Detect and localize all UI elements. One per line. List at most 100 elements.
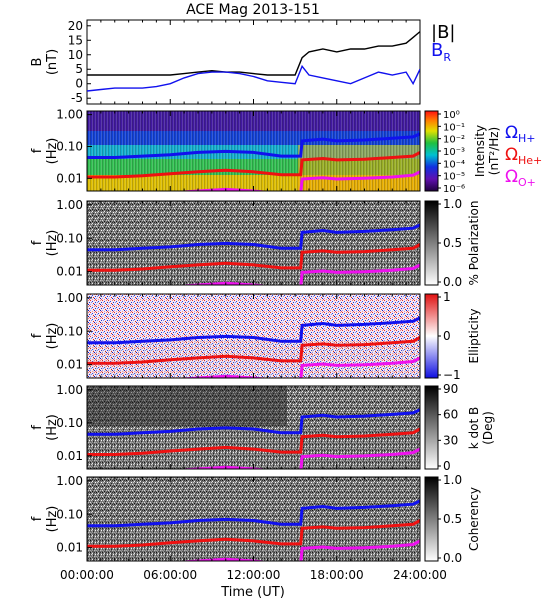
series-line-b-r bbox=[87, 64, 420, 92]
figure-title: ACE Mag 2013-151 bbox=[186, 2, 320, 18]
ellipticity-ylabel-f: f bbox=[30, 333, 45, 338]
polarization-ytick-label: 1.00 bbox=[56, 198, 83, 212]
coherency-colorbar bbox=[424, 476, 439, 562]
legend-omega-h: ΩH+ bbox=[505, 123, 536, 145]
ellipticity-gyro-line-O bbox=[176, 356, 420, 378]
coherency-ytick-label: 0.01 bbox=[56, 541, 83, 555]
legend-b-r: BR bbox=[431, 40, 451, 64]
coherency-panel: 1.00 0.10 0.01 f (Hz) 1.0 0.5 0.0 Coherency bbox=[30, 473, 481, 565]
coherency-gyro-line-He bbox=[87, 519, 420, 548]
legend-omega-h-sub: H+ bbox=[518, 132, 536, 145]
intensity-ytick-label: 1.00 bbox=[56, 108, 83, 122]
polarization-gyro-line-H bbox=[87, 223, 420, 252]
coherency-gyro-line-O bbox=[176, 539, 420, 561]
kdotb-colorbar-tick-label: 0 bbox=[443, 459, 451, 473]
polarization-colorbar bbox=[424, 200, 439, 286]
legend-omega-he: ΩHe+ bbox=[505, 145, 542, 167]
ellipticity-colorbar-tick-label: −1 bbox=[443, 368, 461, 382]
x-tick-label: 06:00:00 bbox=[143, 568, 197, 582]
b-field-ytick-label: 15 bbox=[68, 33, 83, 47]
ellipticity-colorbar bbox=[424, 293, 439, 379]
polarization-ylabel-unit: (Hz) bbox=[45, 230, 60, 257]
intensity-ytick-label: 0.01 bbox=[56, 171, 83, 185]
b-field-ylabel-unit: (nT) bbox=[45, 49, 60, 75]
ellipticity-ytick-label: 0.01 bbox=[56, 358, 83, 372]
coherency-colorbar-tick-label: 0.5 bbox=[443, 512, 462, 526]
legend-omega-o-sub: O+ bbox=[518, 176, 536, 189]
x-tick-label: 00:00:00 bbox=[60, 568, 114, 582]
ellipticity-panel: 1.00 0.10 0.01 f (Hz) 1 0 −1 Ellipticity bbox=[30, 290, 481, 382]
coherency-ylabel-f: f bbox=[30, 516, 45, 521]
kdotb-dark-region bbox=[87, 386, 287, 426]
polarization-ylabel-f: f bbox=[30, 240, 45, 245]
x-tick-label: 18:00:00 bbox=[310, 568, 364, 582]
intensity-gyro-line-He bbox=[87, 151, 420, 179]
kdotb-colorbar-label: k dot B bbox=[467, 407, 481, 449]
intensity-ylabel-f: f bbox=[30, 148, 45, 153]
intensity-colorbar-tick-label: 10⁻² bbox=[443, 135, 465, 146]
ellipticity-colorbar-tick-label: 0 bbox=[443, 329, 451, 343]
intensity-colorbar-tick-label: 10⁻⁵ bbox=[443, 172, 465, 183]
x-axis-label: Time (UT) bbox=[220, 585, 285, 600]
series-line-abs-b bbox=[87, 31, 420, 76]
ellipticity-colorbar-label: Ellipticity bbox=[467, 309, 481, 364]
kdotb-ytick-label: 0.10 bbox=[56, 416, 83, 430]
kdotb-colorbar-tick-label: 30 bbox=[443, 433, 458, 447]
intensity-ylabel-unit: (Hz) bbox=[45, 138, 60, 165]
b-field-ytick-label: 10 bbox=[68, 48, 83, 62]
x-tick-label: 24:00:00 bbox=[393, 568, 447, 582]
b-field-ylabel-b: B bbox=[30, 58, 45, 67]
intensity-gyro-line-H bbox=[87, 132, 420, 159]
kdotb-ytick-label: 1.00 bbox=[56, 383, 83, 397]
intensity-colorbar-tick-label: 10⁻¹ bbox=[443, 122, 465, 133]
intensity-colorbar bbox=[424, 110, 439, 192]
ellipticity-gyro-line-He bbox=[87, 336, 420, 365]
intensity-colorbar-tick-label: 10⁰ bbox=[443, 110, 460, 121]
polarization-colorbar-tick-label: 0.0 bbox=[443, 275, 462, 289]
polarization-gyro-line-He bbox=[87, 243, 420, 272]
b-field-ytick-label: -5 bbox=[71, 91, 83, 105]
coherency-ytick-label: 1.00 bbox=[56, 474, 83, 488]
intensity-colorbar-tick-label: 10⁻⁶ bbox=[443, 184, 465, 195]
ellipticity-colorbar-tick-label: 1 bbox=[443, 290, 451, 304]
coherency-colorbar-tick-label: 1.0 bbox=[443, 473, 462, 487]
x-tick-label: 12:00:00 bbox=[227, 568, 281, 582]
polarization-panel: 1.00 0.10 0.01 f (Hz) 1.0 0.5 0.0 % Polarizati… bbox=[30, 197, 481, 289]
legend-omega-h-main: Ω bbox=[505, 123, 518, 143]
legend-b-r-sub: R bbox=[443, 51, 451, 64]
kdotb-ylabel-f: f bbox=[30, 425, 45, 430]
coherency-colorbar-tick-label: 0.0 bbox=[443, 551, 462, 565]
ellipticity-ylabel-unit: (Hz) bbox=[45, 323, 60, 350]
kdotb-ytick-label: 0.01 bbox=[56, 449, 83, 463]
kdotb-ylabel-unit: (Hz) bbox=[45, 414, 60, 441]
kdotb-panel: 1.00 0.10 0.01 f (Hz) 90 60 30 0 k dot B (Deg) bbox=[30, 382, 495, 473]
legend-omega-he-sub: He+ bbox=[518, 154, 542, 167]
intensity-colorbar-label: Intensity bbox=[473, 125, 487, 177]
kdotb-colorbar-tick-label: 90 bbox=[443, 382, 458, 396]
legend-omega-o-main: Ω bbox=[505, 167, 518, 187]
coherency-ylabel-unit: (Hz) bbox=[45, 506, 60, 533]
ellipticity-gyro-line-H bbox=[87, 316, 420, 345]
legend-omega-he-main: Ω bbox=[505, 145, 518, 165]
polarization-colorbar-tick-label: 0.5 bbox=[443, 236, 462, 250]
polarization-ytick-label: 0.01 bbox=[56, 265, 83, 279]
kdotb-gyro-line-H bbox=[87, 408, 420, 436]
coherency-ytick-label: 0.10 bbox=[56, 507, 83, 521]
legend-abs-b: |B| bbox=[431, 22, 455, 43]
kdotb-colorbar-unit: (Deg) bbox=[481, 411, 495, 445]
intensity-colorbar-unit: (nT²/Hz) bbox=[487, 127, 501, 175]
intensity-colorbar-tick-label: 10⁻⁴ bbox=[443, 159, 465, 170]
intensity-gyro-line-O bbox=[174, 170, 420, 191]
kdotb-colorbar-tick-label: 60 bbox=[443, 408, 458, 422]
polarization-colorbar-label: % Polarization bbox=[467, 201, 481, 286]
polarization-ytick-label: 0.10 bbox=[56, 231, 83, 245]
coherency-colorbar-label: Coherency bbox=[467, 487, 481, 551]
kdotb-gyro-line-He bbox=[87, 427, 420, 456]
intensity-colorbar-tick-label: 10⁻³ bbox=[443, 147, 465, 158]
polarization-colorbar-tick-label: 1.0 bbox=[443, 197, 462, 211]
intensity-ytick-label: 0.10 bbox=[56, 139, 83, 153]
ellipticity-ytick-label: 0.10 bbox=[56, 324, 83, 338]
kdotb-colorbar bbox=[424, 385, 439, 470]
